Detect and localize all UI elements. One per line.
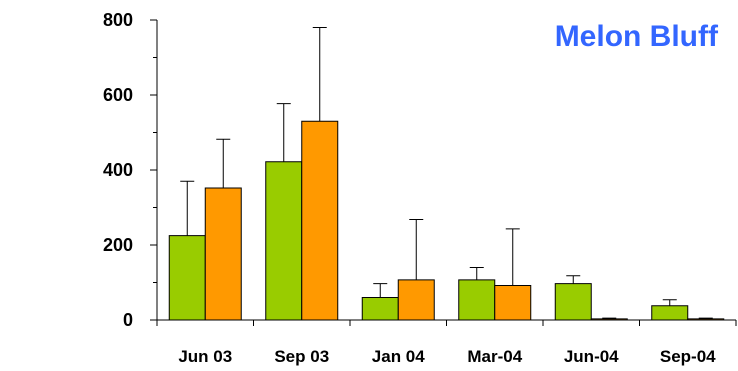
x-tick-label: Jun 03 [178, 347, 232, 366]
x-tick-label: Sep 03 [274, 347, 329, 366]
chart-title: Melon Bluff [555, 20, 719, 53]
bar [397, 279, 435, 321]
x-tick-label: Sep-04 [660, 347, 716, 366]
bars [168, 120, 725, 321]
bar [265, 161, 303, 321]
y-axis: 0 200 400 600 800 [103, 10, 158, 330]
bar [687, 318, 725, 321]
y-tick-label: 800 [103, 10, 133, 30]
y-tick-label: 0 [123, 310, 133, 330]
bar [458, 279, 496, 321]
bar [361, 297, 399, 321]
bar [204, 187, 242, 321]
x-axis: Jun 03 Sep 03 Jan 04 Mar-04 Jun-04 Sep-04 [156, 319, 737, 366]
bar [168, 235, 206, 321]
x-tick-label: Mar-04 [467, 347, 522, 366]
bar [590, 318, 628, 321]
bar [651, 305, 689, 321]
y-tick-label: 600 [103, 85, 133, 105]
bar [554, 283, 592, 321]
bar [494, 285, 532, 321]
y-tick-label: 200 [103, 235, 133, 255]
y-tick-label: 400 [103, 160, 133, 180]
bar [301, 120, 339, 321]
error-bars [180, 27, 713, 319]
x-tick-label: Jun-04 [564, 347, 619, 366]
x-tick-label: Jan 04 [372, 347, 425, 366]
